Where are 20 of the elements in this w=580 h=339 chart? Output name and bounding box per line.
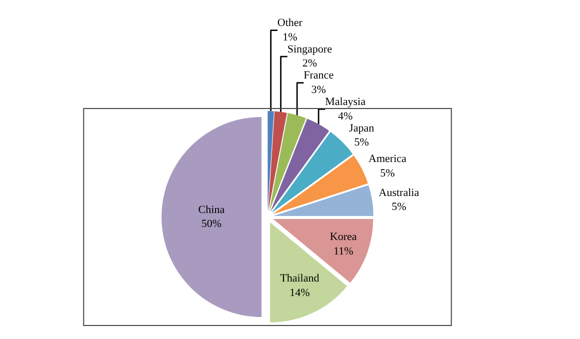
data-label: 5% bbox=[380, 167, 395, 180]
slice-label: Japan bbox=[349, 122, 375, 134]
data-label: 5% bbox=[392, 201, 406, 214]
data-label: 5% bbox=[354, 136, 369, 149]
slice-label: Australia bbox=[378, 186, 420, 199]
slice-label: Malaysia bbox=[325, 96, 366, 108]
data-label: 3% bbox=[311, 84, 326, 96]
slice-label: France bbox=[304, 70, 334, 82]
data-label: 4% bbox=[338, 110, 353, 122]
slice-label: Thailand bbox=[280, 272, 320, 285]
data-label: 11% bbox=[333, 245, 354, 258]
data-label: 2% bbox=[302, 58, 317, 70]
data-label: 14% bbox=[290, 287, 310, 300]
data-label: 50% bbox=[201, 218, 222, 230]
data-label: 1% bbox=[282, 31, 298, 44]
slice-label: China bbox=[198, 204, 225, 216]
slice-label: Other bbox=[277, 17, 303, 30]
slice-label: Korea bbox=[330, 231, 357, 244]
slice-label: America bbox=[368, 153, 407, 166]
slice-label: Singapore bbox=[287, 43, 332, 56]
